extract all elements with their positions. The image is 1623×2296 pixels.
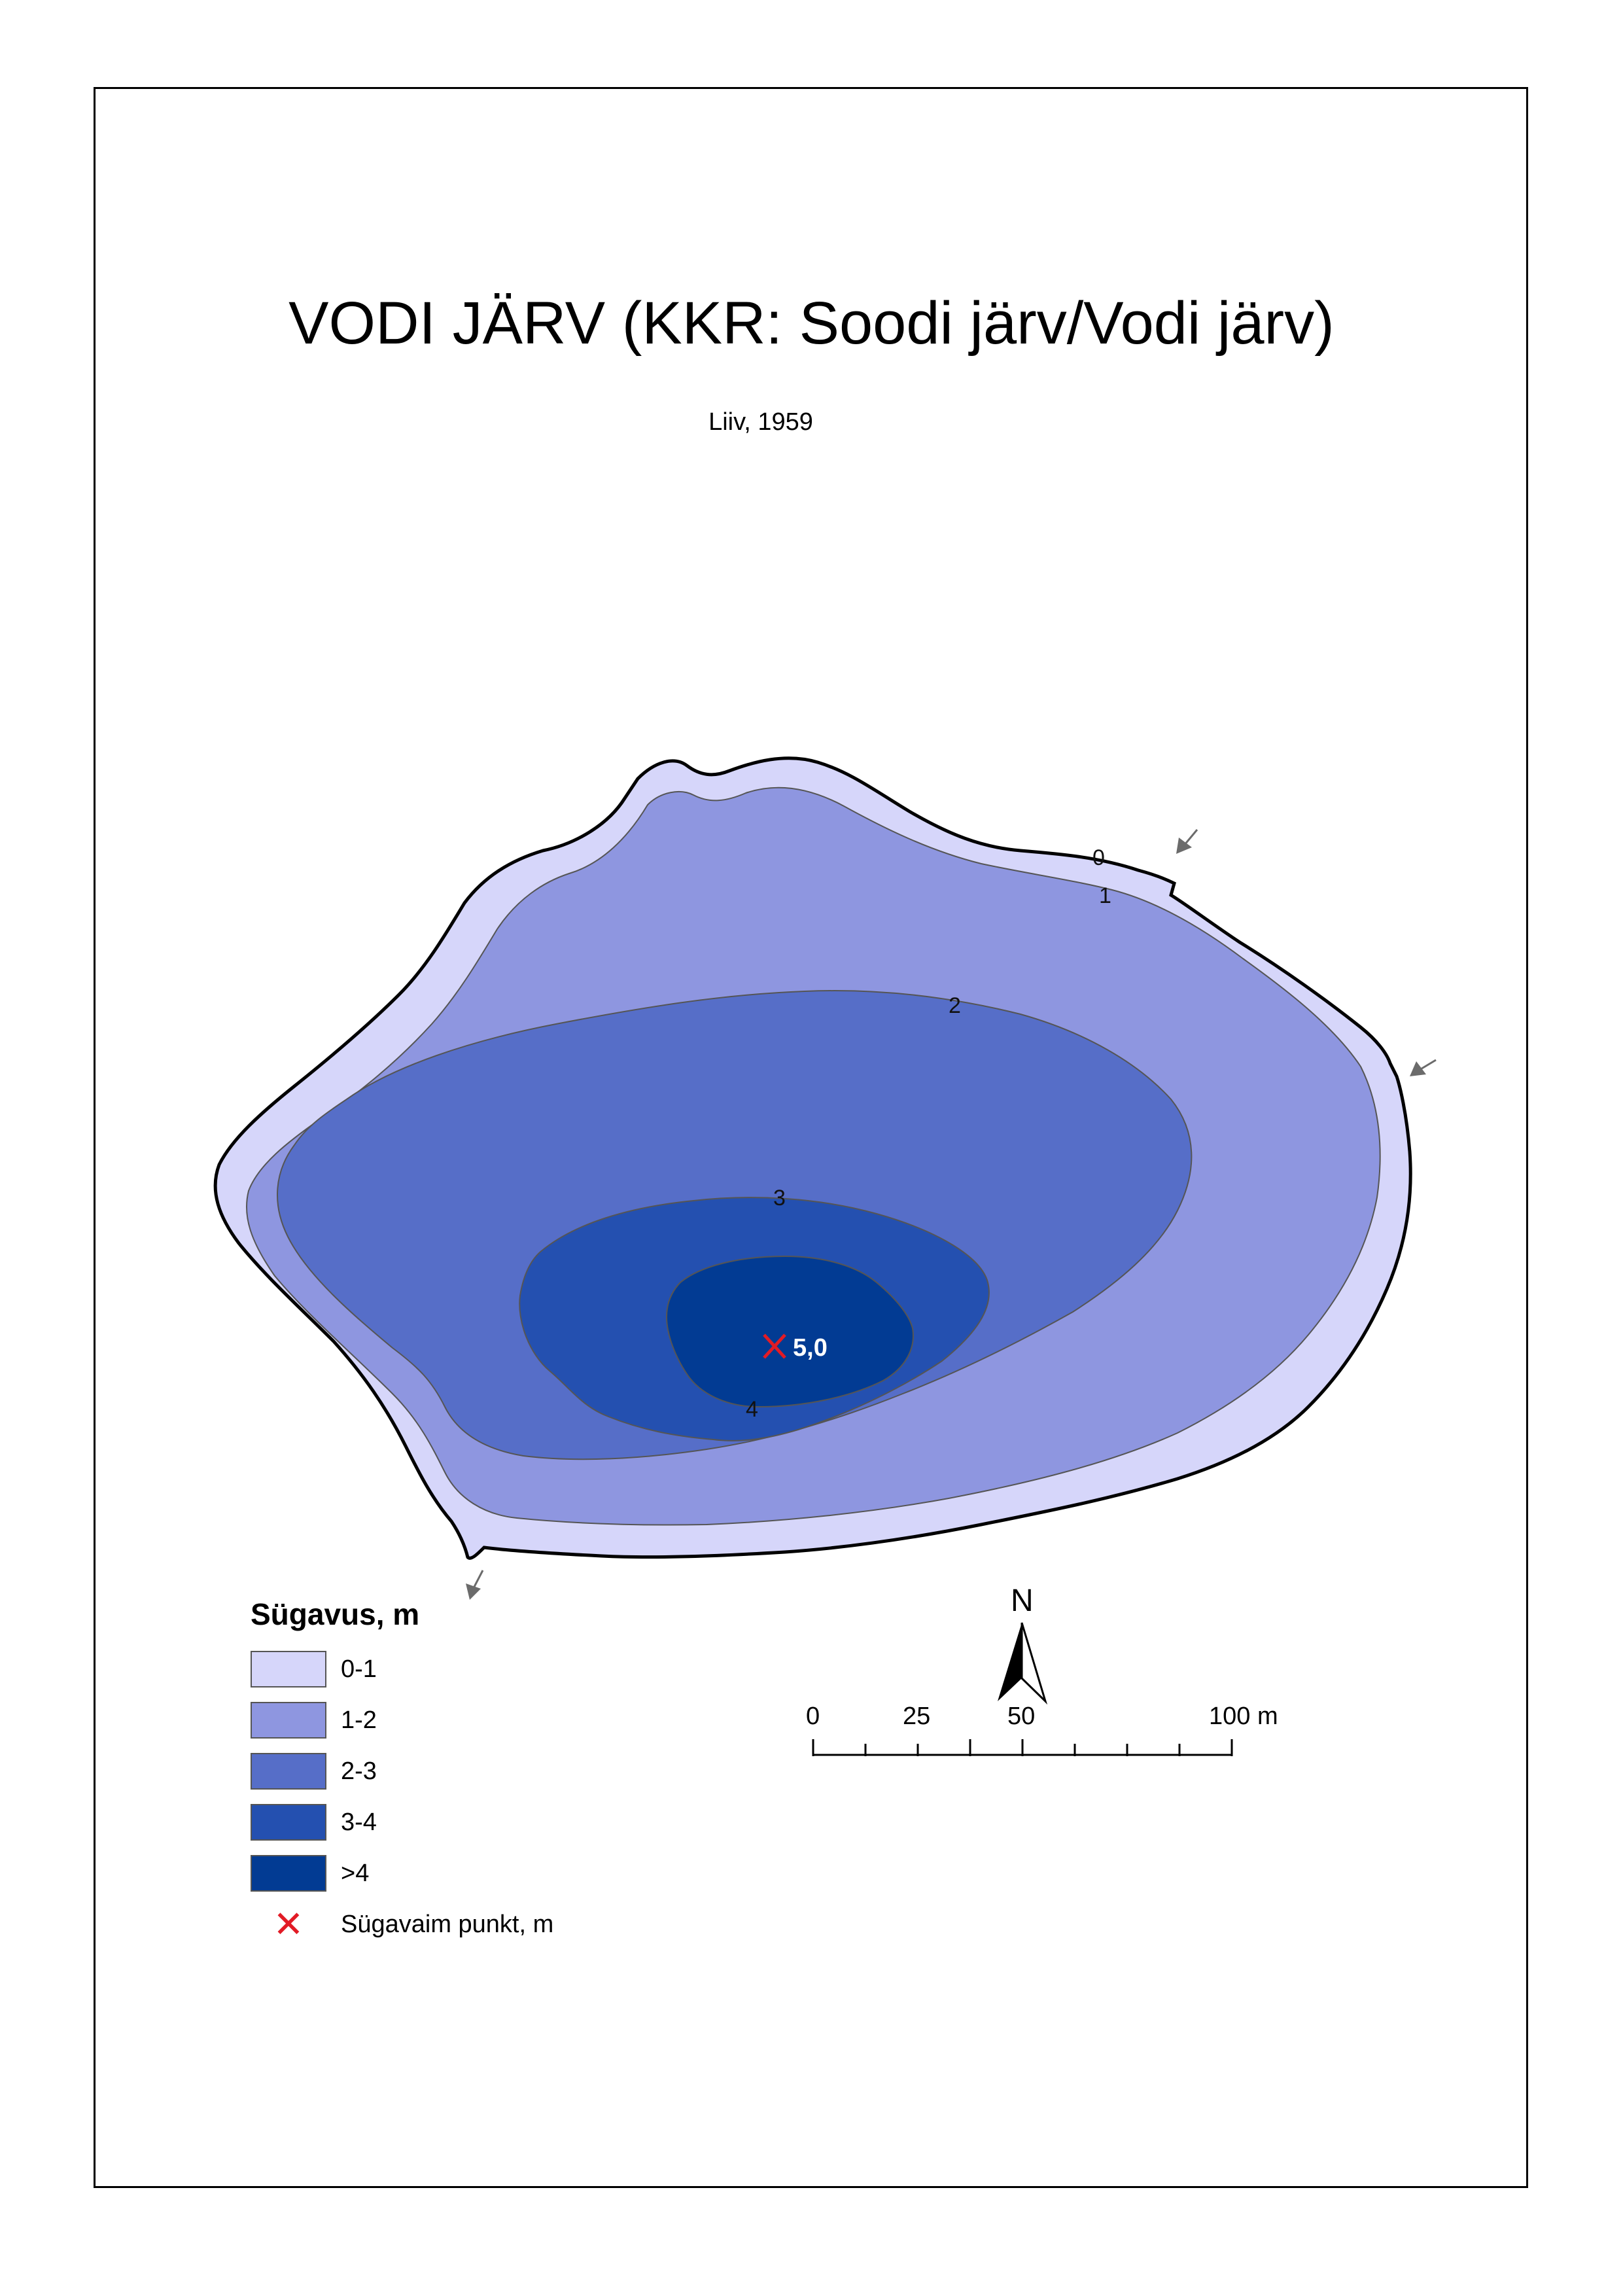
flow-arrow-icon [1176, 829, 1198, 854]
red-x-icon: ✕ [273, 1903, 304, 1945]
legend-swatch-0-1 [251, 1651, 326, 1687]
scale-bar: 0 25 50 100 m [806, 1703, 1278, 1756]
flow-arrow-icon [466, 1570, 484, 1600]
depth-zone-gt4 [666, 1255, 914, 1408]
legend-swatch-2-3 [251, 1753, 326, 1790]
red-x-icon [763, 1333, 786, 1359]
scale-tick-label: 50 [1007, 1703, 1035, 1730]
legend-label: >4 [341, 1859, 370, 1887]
legend-swatch-3-4 [251, 1804, 326, 1841]
scale-tick-label: 0 [806, 1703, 820, 1730]
deepest-point-label: 5,0 [793, 1334, 828, 1362]
legend-item: 2-3 [251, 1746, 553, 1797]
legend-label: 0-1 [341, 1655, 377, 1683]
map-title: VODI JÄRV (KKR: Soodi järv/Vodi järv) [288, 290, 1335, 357]
legend: Sügavus, m 0-1 1-2 2-3 3-4 >4 ✕ Sügavaim… [251, 1597, 553, 1950]
contour-label-1: 1 [1099, 883, 1111, 908]
legend-label: 2-3 [341, 1757, 377, 1785]
map-frame [94, 87, 1528, 2188]
map-subtitle: Liiv, 1959 [708, 408, 813, 436]
legend-title: Sügavus, m [251, 1597, 420, 1631]
flow-arrow-icon [1410, 1059, 1437, 1076]
legend-item-deepest-point: ✕ Sügavaim punkt, m [251, 1899, 554, 1950]
legend-label: 1-2 [341, 1706, 377, 1734]
contour-label-2: 2 [949, 993, 961, 1018]
legend-label: 3-4 [341, 1808, 377, 1836]
contour-label-4: 4 [746, 1397, 758, 1422]
contour-label-3: 3 [773, 1186, 786, 1210]
deepest-point-marker [763, 1333, 786, 1359]
legend-swatch-gt4 [251, 1855, 326, 1892]
legend-item: >4 [251, 1848, 553, 1899]
legend-swatch-1-2 [251, 1702, 326, 1739]
north-arrow: N [998, 1583, 1048, 1705]
legend-item: 1-2 [251, 1695, 553, 1746]
legend-label: Sügavaim punkt, m [341, 1910, 554, 1938]
legend-item: 3-4 [251, 1797, 553, 1848]
legend-item: 0-1 [251, 1644, 553, 1695]
north-label: N [1011, 1583, 1034, 1618]
contour-label-0: 0 [1092, 845, 1105, 870]
scale-tick-label: 25 [903, 1703, 930, 1730]
north-arrow-icon [998, 1622, 1048, 1705]
scale-tick-label: 100 m [1209, 1703, 1278, 1730]
